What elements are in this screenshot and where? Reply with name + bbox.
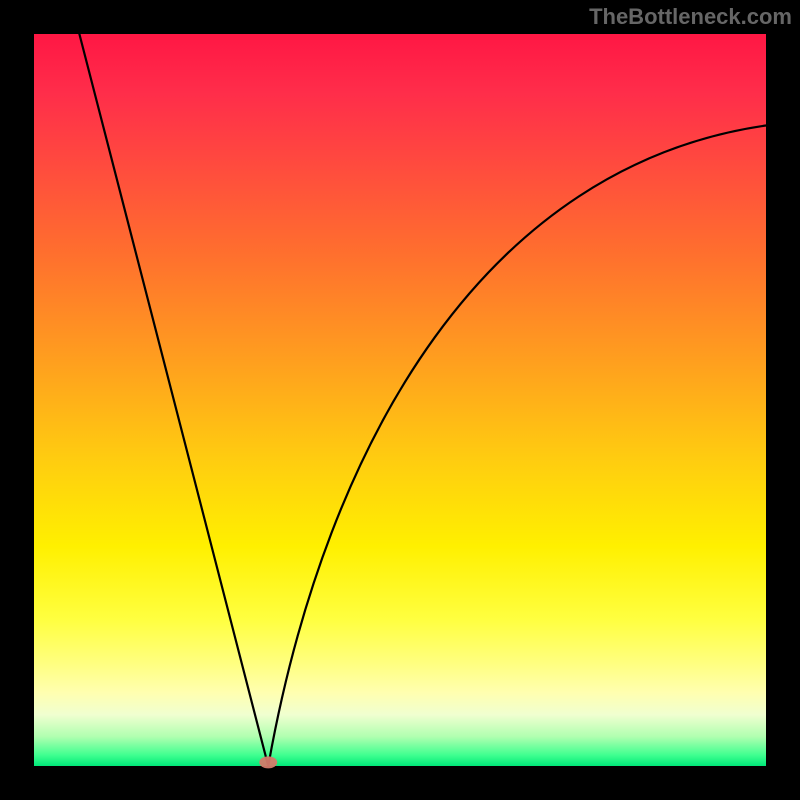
chart-stage: TheBottleneck.com: [0, 0, 800, 800]
minimum-marker: [259, 756, 277, 768]
bottleneck-curve-chart: [0, 0, 800, 800]
plot-background: [34, 34, 766, 766]
watermark-text: TheBottleneck.com: [589, 4, 792, 30]
